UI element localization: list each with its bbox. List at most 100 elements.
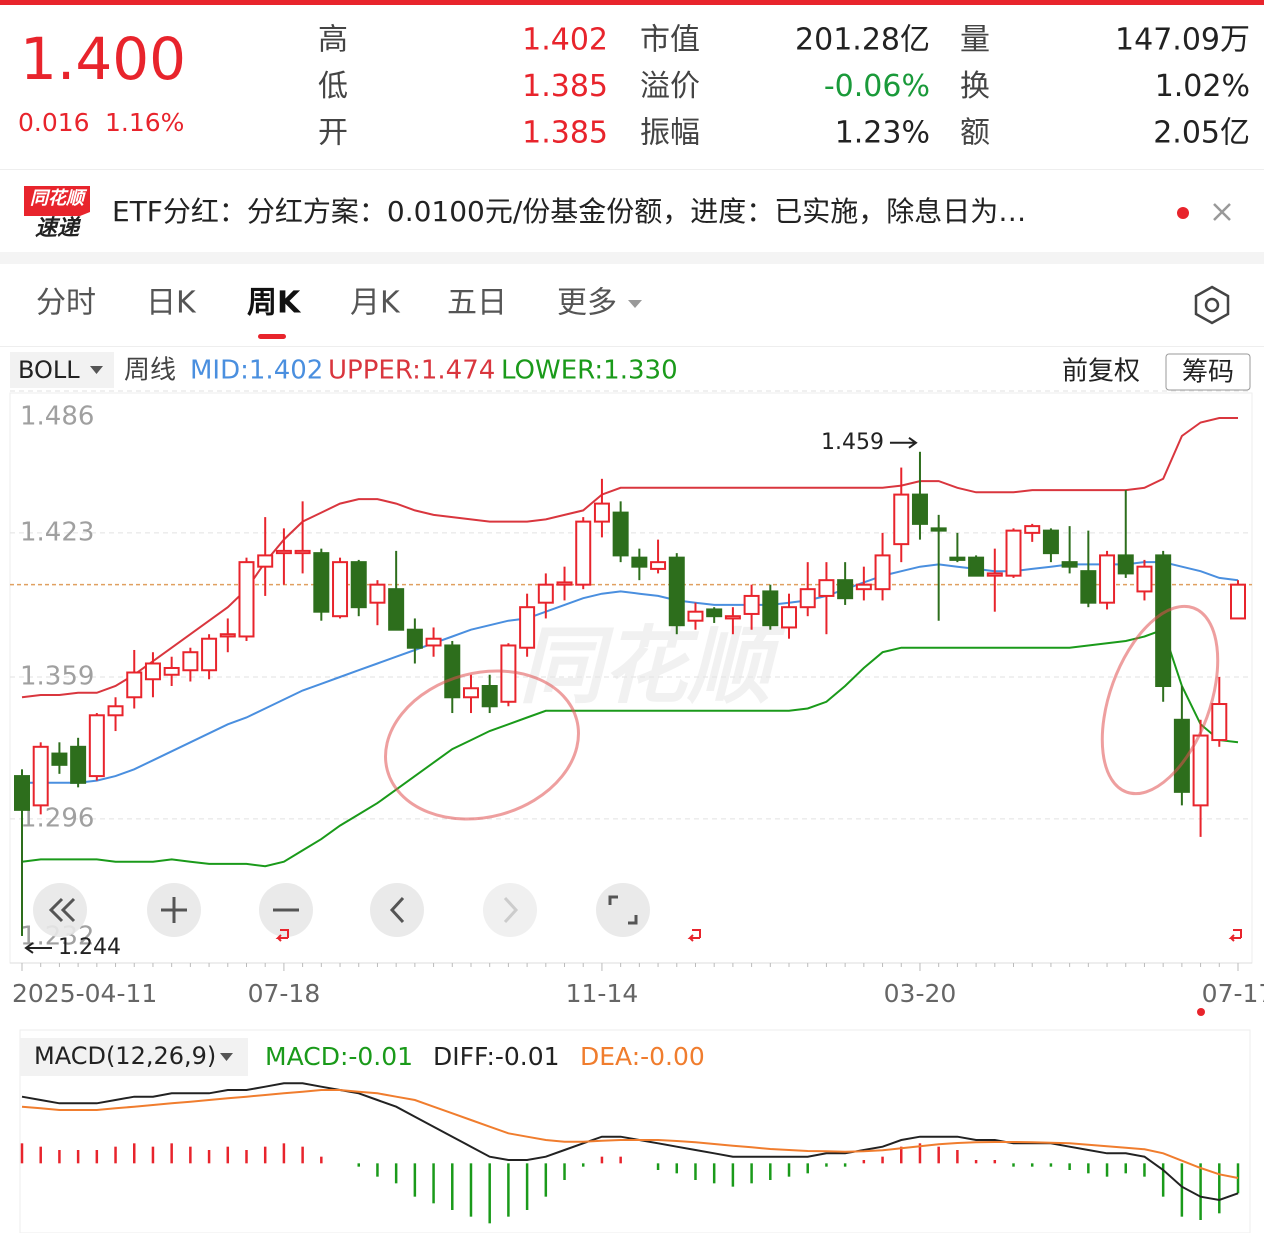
candle-body	[650, 561, 667, 570]
candle-body	[724, 615, 741, 620]
x-tick-label: 03-20	[884, 979, 957, 1008]
candle-body	[575, 520, 592, 586]
fullscreen[interactable]	[596, 883, 650, 937]
unread-dot	[1177, 207, 1189, 219]
candle-body	[481, 685, 498, 708]
period-tabs: 分时 日K 周K 月K 五日 更多	[36, 286, 642, 339]
candle-body	[818, 579, 835, 597]
candle-body	[911, 493, 928, 525]
candle-body	[462, 687, 479, 699]
stat-value: -0.06%	[824, 69, 930, 104]
divider	[0, 346, 1264, 347]
candle-body	[593, 502, 610, 523]
candle-body	[1005, 529, 1022, 577]
y-tick-label: 1.423	[20, 517, 94, 547]
tab[interactable]: 日K	[146, 286, 197, 321]
candle-body	[163, 666, 180, 676]
scroll-right[interactable]	[483, 883, 537, 937]
icon	[608, 895, 638, 925]
candle-body	[1042, 529, 1059, 555]
tab[interactable]: 月K	[350, 286, 401, 321]
watermark: 同花顺	[519, 617, 786, 715]
stat-value: 1.385	[522, 69, 608, 104]
kline-chart: 同花顺1.4861.4231.3591.2961.2321.4591.24420…	[10, 390, 1264, 1008]
stat-value: 1.02%	[1155, 69, 1250, 104]
candle-body	[1230, 583, 1246, 620]
chips-label: 筹码	[1182, 358, 1234, 388]
period-label: 周线	[124, 356, 176, 386]
candle-body	[949, 556, 966, 561]
candle-body	[631, 556, 648, 568]
candle-body	[238, 561, 255, 638]
stat-label: 溢价	[640, 69, 700, 104]
candle-body	[1155, 554, 1172, 688]
divider	[0, 169, 1264, 170]
stat-label: 低	[318, 69, 348, 104]
tab[interactable]: 更多	[557, 286, 617, 321]
legend-entry: UPPER:1.474	[328, 356, 495, 386]
candle-body	[1099, 554, 1116, 604]
settings-icon[interactable]	[1194, 285, 1230, 325]
logo-top: 同花顺	[30, 188, 88, 209]
price-change: 0.016	[18, 108, 90, 137]
candle-body	[107, 705, 124, 717]
scroll-left[interactable]	[370, 883, 424, 937]
indicator-name: BOLL	[18, 356, 80, 384]
stat-label: 高	[318, 23, 348, 58]
stat-value: 147.09万	[1115, 23, 1250, 58]
stat-label: 量	[960, 23, 990, 58]
stat-value: 1.23%	[835, 116, 930, 151]
high-annotation: 1.459	[821, 430, 884, 455]
candle-body	[668, 556, 685, 627]
dividend-marker[interactable]	[275, 929, 289, 942]
stat-label: 开	[318, 116, 348, 151]
legend-entry: LOWER:1.330	[501, 356, 678, 386]
candle-body	[855, 583, 872, 591]
close-banner[interactable]	[1213, 203, 1231, 221]
dividend-marker[interactable]	[687, 929, 701, 942]
y-tick-label: 1.296	[20, 803, 94, 833]
y-tick-label: 1.486	[20, 402, 94, 432]
legend-entry: MID:1.402	[190, 356, 323, 386]
candle-body	[1117, 554, 1134, 575]
boll-line	[21, 417, 1238, 699]
annotation-arrow	[24, 942, 52, 954]
candle-body	[1080, 570, 1097, 604]
candle-body	[350, 561, 367, 609]
spacer	[0, 252, 1264, 264]
stat-label: 振幅	[640, 116, 700, 151]
candle-body	[332, 561, 349, 618]
annotation-arrow	[889, 436, 918, 449]
zoom-out-all[interactable]	[33, 883, 87, 937]
x-tick-label: 11-14	[566, 979, 639, 1008]
tab[interactable]: 五日	[447, 286, 507, 321]
candle-body	[388, 588, 405, 631]
tab[interactable]: 分时	[36, 286, 96, 321]
dropdown-arrow	[90, 366, 103, 374]
hand-circle	[384, 669, 580, 821]
candle-body	[70, 745, 87, 784]
stat-label: 市值	[640, 23, 700, 58]
candle-body	[556, 581, 573, 586]
macd-chart: MACD(12,26,9) MACD:-0.01 DIFF:-0.01 DEA:-0.…	[20, 1042, 1240, 1224]
candle-body	[799, 588, 816, 609]
candle-body	[294, 549, 311, 555]
banner-text: ETF分红：分红方案：0.0100元/份基金份额，进度：已实施，除息日为…	[112, 195, 1026, 228]
stat-label: 额	[960, 116, 990, 151]
price-change-pct: 1.16%	[105, 108, 184, 137]
candle-body	[182, 651, 199, 672]
candle-body	[500, 644, 517, 703]
x-tick-label: 07-17	[1202, 979, 1264, 1008]
dividend-marker[interactable]	[1228, 929, 1242, 942]
tab-underline	[258, 334, 286, 339]
candle-body	[743, 594, 760, 615]
tab[interactable]: 周K	[247, 286, 302, 321]
stat-value: 1.385	[522, 116, 608, 151]
adjust-mode[interactable]: 前复权	[1062, 357, 1140, 387]
candle-body	[1061, 561, 1078, 568]
chips-button[interactable]	[1165, 353, 1251, 391]
macd-select[interactable]	[20, 1038, 248, 1076]
stat-value: 2.05亿	[1153, 116, 1250, 151]
news-banner[interactable]: 同花顺 速递 ETF分红：分红方案：0.0100元/份基金份额，进度：已实施，除…	[24, 186, 1189, 241]
